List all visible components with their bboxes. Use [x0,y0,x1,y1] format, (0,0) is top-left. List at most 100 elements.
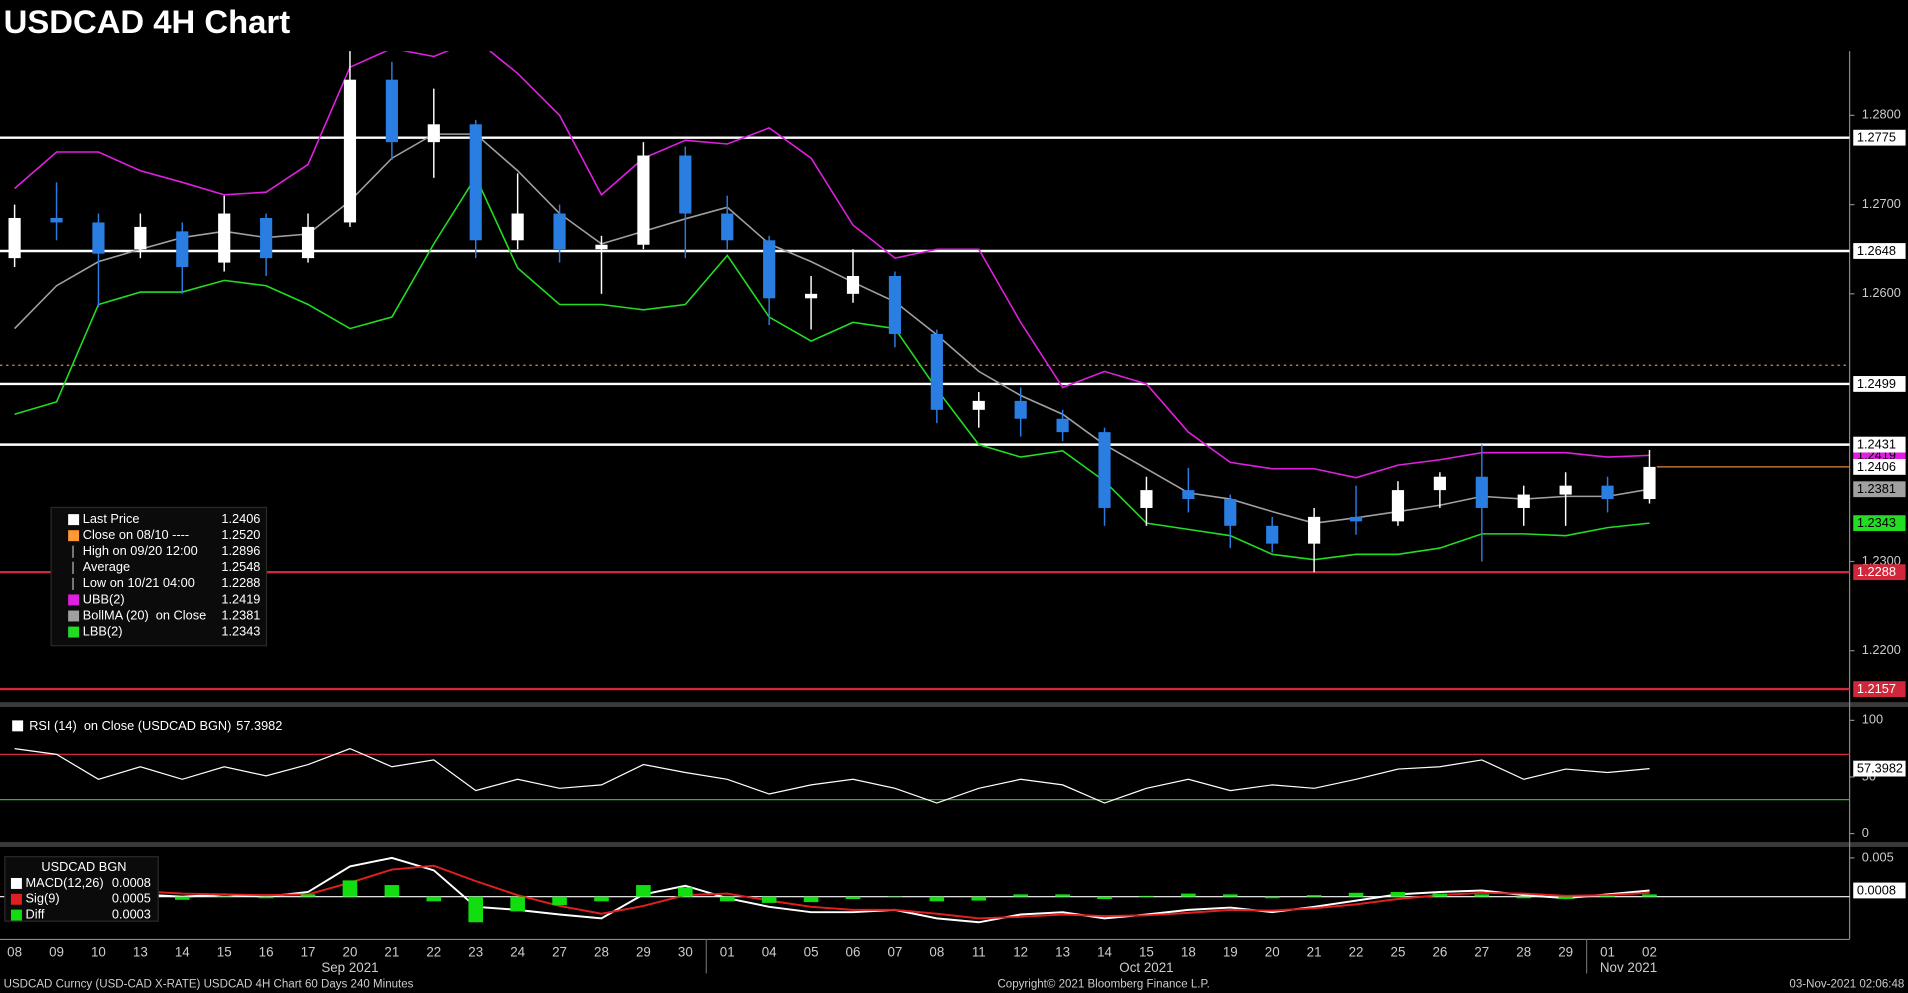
candle-body [1308,516,1321,544]
value-box-label: 1.2288 [1857,564,1896,579]
band-line [14,175,1650,561]
diff-bar [719,896,735,902]
candle-body [1056,418,1069,433]
legend-label: BollMA (20) on Close [83,607,206,622]
diff-bar [1097,896,1112,900]
candle-body [553,213,566,250]
diff-bar [1390,892,1406,897]
x-tick-label: 01 [720,944,735,959]
band-line [14,51,1650,479]
diff-bar [510,896,525,912]
y-tick-label: 1.2600 [1862,285,1901,300]
diff-bar [929,896,945,902]
legend-swatch [68,626,80,638]
legend-label: Close on 08/10 ---- [83,527,189,542]
candle-body [176,231,189,268]
x-tick-label: 22 [1349,944,1364,959]
x-tick-label: 18 [1181,944,1196,959]
legend-value: 1.2520 [221,527,260,542]
legend-label: Last Price [83,511,140,526]
value-box-label: 1.2157 [1857,681,1896,696]
candle-body [1559,485,1572,495]
value-box [1853,564,1906,581]
x-tick-label: 15 [1139,944,1154,959]
value-box [1853,481,1906,498]
x-tick-label: 23 [468,944,483,959]
x-group-label: Nov 2021 [1600,960,1657,975]
legend-label: Low on 10/21 04:00 [83,575,195,590]
legend-value: 1.2419 [221,591,260,606]
diff-bar [426,896,442,902]
candle-body [1098,432,1111,508]
candle-body [930,333,943,410]
candle-body [92,222,105,254]
diff-bar [845,896,861,900]
candle-body [1433,476,1446,491]
legend-label: Diff [26,906,45,921]
x-tick-label: 14 [175,944,190,959]
footer-timestamp: 03-Nov-2021 02:06:48 [1789,978,1904,990]
legend-title: USDCAD BGN [41,859,126,874]
x-tick-label: 27 [552,944,567,959]
footer-source: USDCAD Curncy (USD-CAD X-RATE) USDCAD 4H… [4,978,414,990]
candle-body [260,217,273,259]
x-tick-label: 12 [1013,944,1028,959]
x-tick-label: 20 [343,944,358,959]
legend-value: 0.0005 [112,891,151,906]
diff-bar [971,896,987,901]
x-tick-label: 28 [594,944,609,959]
value-box-label: 1.2381 [1857,481,1896,496]
diff-bar [594,896,609,902]
legend-swatch [12,720,24,732]
candle-body [8,217,21,259]
candle-body [1391,490,1405,522]
value-box [1853,515,1906,532]
chart-title: USDCAD 4H Chart [4,3,291,40]
legend-label: LBB(2) [83,623,123,638]
x-tick-label: 24 [510,944,525,959]
diff-bar [1139,895,1154,897]
value-box-label: 57.3982 [1857,761,1903,776]
value-box-label: 1.2431 [1857,437,1896,452]
legend-value: 1.2896 [221,543,260,558]
legend-swatch [68,530,80,542]
x-tick-label: 04 [762,944,777,959]
candle-body [804,293,818,299]
rsi-line [14,747,1650,804]
x-tick-label: 26 [1432,944,1447,959]
x-tick-label: 08 [7,944,22,959]
candle-body [679,155,692,214]
legend-swatch [10,877,22,889]
macd-line [14,864,1650,920]
legend-box [50,506,268,647]
diff-bar [384,885,400,897]
x-tick-label: 09 [49,944,64,959]
diff-bar [761,896,777,903]
diff-bar [1181,893,1196,897]
diff-bar [1474,894,1490,897]
diff-bar [1306,895,1322,897]
diff-bar [1642,894,1657,897]
diff-bar [1222,894,1238,897]
legend-box [4,856,159,922]
value-box [1853,681,1906,697]
candle-body [595,244,608,250]
x-tick-label: 27 [1474,944,1489,959]
diff-bar [1013,894,1028,897]
diff-bar [342,880,358,897]
x-tick-label: 29 [636,944,651,959]
value-box [1853,882,1906,899]
diff-bar [887,896,903,898]
x-tick-label: 13 [133,944,148,959]
legend-label: High on 09/20 12:00 [83,543,198,558]
x-tick-label: 07 [887,944,902,959]
x-tick-label: 08 [929,944,944,959]
diff-bar [468,896,484,923]
panel-divider [0,842,1908,847]
diff-bar [1264,896,1280,899]
candle-body [972,400,985,410]
candle-body [1517,494,1530,508]
legend-swatch [68,514,80,526]
value-box [1853,459,1906,475]
